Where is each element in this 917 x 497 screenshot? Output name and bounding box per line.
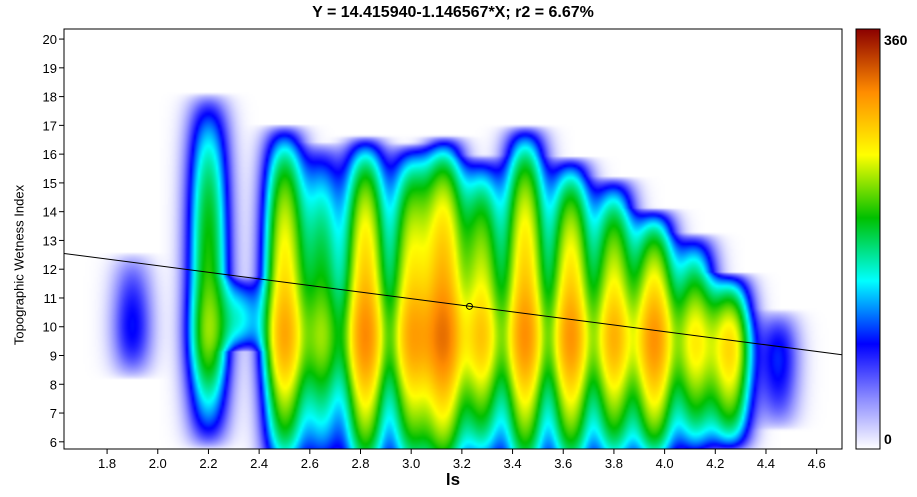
x-tick-label: 2.6: [301, 456, 319, 471]
y-tick-label: 14: [43, 205, 57, 220]
x-tick-label: 3.2: [453, 456, 471, 471]
colorbar-max-label: 360: [884, 32, 908, 48]
y-tick-label: 7: [50, 406, 57, 421]
x-tick-label: 2.2: [199, 456, 217, 471]
x-tick-label: 2.4: [250, 456, 268, 471]
y-tick-label: 15: [43, 176, 57, 191]
colorbar: [855, 28, 881, 450]
y-tick-label: 11: [44, 291, 58, 306]
y-tick-label: 12: [43, 262, 57, 277]
x-tick-label: 3.6: [554, 456, 572, 471]
y-tick-label: 6: [50, 435, 57, 450]
y-tick-label: 13: [43, 233, 57, 248]
x-tick-label: 2.8: [351, 456, 369, 471]
x-tick-label: 4.0: [656, 456, 674, 471]
y-tick-label: 10: [43, 320, 57, 335]
x-tick-label: 4.4: [757, 456, 775, 471]
regression-mean-point: [465, 302, 473, 310]
y-tick-label: 19: [43, 61, 57, 76]
plot-frame: [63, 28, 843, 450]
x-tick-label: 3.0: [402, 456, 420, 471]
x-tick-label: 1.8: [98, 456, 116, 471]
y-tick-label: 8: [50, 377, 57, 392]
y-tick-label: 18: [43, 90, 57, 105]
chart-title: Y = 14.415940-1.146567*X; r2 = 6.67%: [312, 4, 594, 21]
x-tick-label: 2.0: [149, 456, 167, 471]
y-tick-label: 17: [43, 118, 57, 133]
x-tick-label: 3.8: [605, 456, 623, 471]
y-tick-label: 16: [43, 147, 57, 162]
regression-line: [64, 252, 842, 356]
x-tick-label: 4.6: [808, 456, 826, 471]
x-tick-label: 4.2: [706, 456, 724, 471]
x-tick-label: 3.4: [504, 456, 522, 471]
y-tick-label: 20: [43, 32, 57, 47]
colorbar-min-label: 0: [884, 431, 892, 447]
y-tick-label: 9: [50, 349, 57, 364]
density-heatmap: [64, 29, 842, 449]
x-axis-label: ls: [445, 470, 461, 489]
